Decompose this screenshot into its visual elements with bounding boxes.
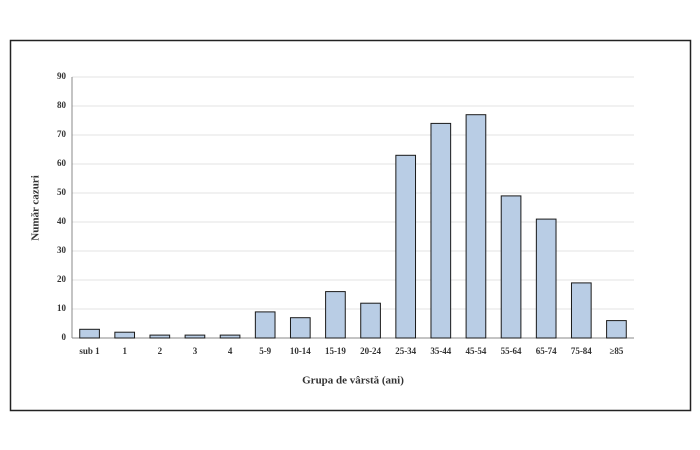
y-tick-label: 60 xyxy=(57,158,67,168)
bar xyxy=(395,154,417,339)
x-tick-label: 25-34 xyxy=(395,346,416,356)
x-tick-label: 65-74 xyxy=(536,346,557,356)
y-tick-label: 30 xyxy=(57,245,67,255)
x-tick-label: 2 xyxy=(158,346,163,356)
x-tick-label: ≥85 xyxy=(609,346,623,356)
x-tick-label: 1 xyxy=(122,346,127,356)
y-tick-label: 80 xyxy=(57,100,67,110)
y-tick-label: 0 xyxy=(62,332,67,342)
x-tick-label: 10-14 xyxy=(290,346,311,356)
bar xyxy=(149,334,171,339)
bar xyxy=(430,122,452,339)
bar xyxy=(219,334,241,339)
x-tick-label: 15-19 xyxy=(325,346,346,356)
y-tick-label: 70 xyxy=(57,129,67,139)
bar xyxy=(325,291,346,339)
x-tick-label: 5-9 xyxy=(259,346,271,356)
bar xyxy=(465,114,487,339)
bar xyxy=(289,317,311,339)
y-tick-label: 20 xyxy=(57,274,67,284)
y-tick-label: 10 xyxy=(57,303,67,313)
bar xyxy=(500,195,522,339)
bar xyxy=(254,311,276,339)
y-tick-label: 50 xyxy=(57,187,67,197)
bar xyxy=(184,334,206,339)
bar xyxy=(360,302,381,339)
bar xyxy=(606,320,627,339)
chart-frame xyxy=(9,39,692,412)
x-tick-label: 75-84 xyxy=(571,346,592,356)
bar xyxy=(114,331,136,339)
x-tick-label: 55-64 xyxy=(501,346,522,356)
x-tick-label: 20-24 xyxy=(360,346,381,356)
bar xyxy=(79,328,100,339)
y-axis-title: Număr cazuri xyxy=(30,175,42,240)
x-tick-label: 4 xyxy=(228,346,233,356)
bar xyxy=(570,282,592,339)
x-tick-label: 35-44 xyxy=(430,346,451,356)
bar xyxy=(535,218,557,339)
x-axis-title: Grupa de vârstă (ani) xyxy=(302,375,404,387)
x-tick-label: 45-54 xyxy=(465,346,486,356)
x-tick-label: sub 1 xyxy=(79,346,100,356)
y-tick-label: 40 xyxy=(57,216,67,226)
x-tick-label: 3 xyxy=(193,346,198,356)
y-tick-label: 90 xyxy=(57,71,67,81)
